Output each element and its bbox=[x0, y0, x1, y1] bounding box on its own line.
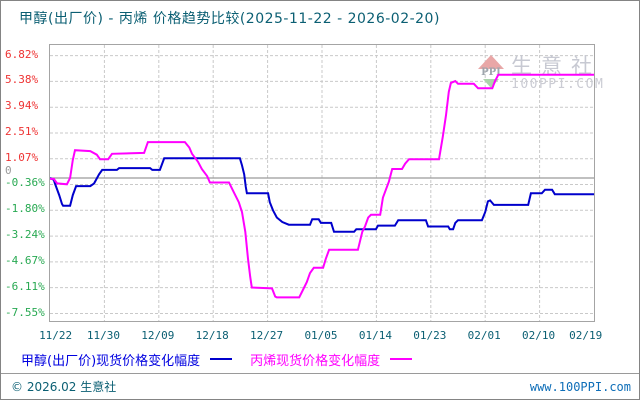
x-axis-label: 12/27 bbox=[250, 329, 284, 342]
chart-title: 甲醇(出厂价) - 丙烯 价格趋势比较(2025-11-22 - 2026-02… bbox=[19, 11, 440, 27]
y-axis-zero-label: 0 bbox=[5, 164, 12, 177]
gridlines-layer bbox=[50, 45, 594, 321]
watermark: PPI 生意社 100PPI.COM bbox=[478, 55, 604, 92]
legend-line-methanol bbox=[210, 358, 233, 360]
x-axis-label: 01/14 bbox=[358, 329, 392, 342]
y-axis-label: -0.36% bbox=[5, 176, 45, 190]
legend-item-methanol: 甲醇(出厂价)现货价格变化幅度 bbox=[21, 350, 233, 369]
y-axis-label: 1.07% bbox=[5, 150, 39, 164]
y-axis-label: -4.67% bbox=[5, 253, 45, 267]
x-axis-label: 01/05 bbox=[304, 329, 338, 342]
x-axis-label: 11/22 bbox=[39, 329, 73, 342]
house-logo-icon: PPI bbox=[478, 55, 504, 89]
legend-label-propylene: 丙烯现货价格变化幅度 bbox=[250, 353, 381, 369]
watermark-site: 100PPI.COM bbox=[511, 77, 605, 92]
watermark-text: 生意社 100PPI.COM bbox=[511, 55, 604, 92]
y-axis-label: 2.51% bbox=[5, 124, 39, 138]
y-axis-label: 5.38% bbox=[5, 73, 39, 87]
y-axis-label: -6.11% bbox=[5, 279, 45, 293]
x-axis-label: 11/30 bbox=[86, 329, 120, 342]
copyright-text: © 2026.02 生意社 bbox=[11, 380, 117, 394]
legend-item-propylene: 丙烯现货价格变化幅度 bbox=[250, 350, 413, 369]
series-line-methanol bbox=[50, 157, 594, 233]
logo-roof-icon bbox=[478, 55, 504, 69]
logo-ppi-text: PPI bbox=[481, 67, 501, 78]
x-axis-label: 12/18 bbox=[195, 329, 229, 342]
watermark-brand: 生意社 bbox=[511, 54, 601, 78]
y-axis-label: 3.94% bbox=[5, 99, 39, 113]
series-lines-layer bbox=[50, 73, 594, 299]
legend-line-propylene bbox=[390, 358, 413, 360]
x-axis-label: 02/19 bbox=[569, 329, 603, 342]
x-axis-label: 02/01 bbox=[467, 329, 501, 342]
footer-bar: © 2026.02 生意社 www.100PPI.com bbox=[1, 373, 639, 399]
logo-base-icon bbox=[483, 79, 499, 88]
legend-label-methanol: 甲醇(出厂价)现货价格变化幅度 bbox=[21, 353, 201, 369]
series-line-propylene bbox=[50, 73, 594, 299]
site-url-link[interactable]: www.100PPI.com bbox=[529, 379, 631, 394]
y-axis-label: -7.55% bbox=[5, 305, 45, 319]
plot-area: PPI 生意社 100PPI.COM bbox=[49, 44, 603, 322]
x-axis-label: 01/23 bbox=[413, 329, 447, 342]
legend: 甲醇(出厂价)现货价格变化幅度 丙烯现货价格变化幅度 bbox=[21, 349, 430, 369]
x-axis-label: 12/09 bbox=[141, 329, 175, 342]
y-axis-label: -1.80% bbox=[5, 202, 45, 216]
y-axis-label: -3.24% bbox=[5, 228, 45, 242]
y-axis-label: 6.82% bbox=[5, 47, 39, 61]
x-axis-label: 02/10 bbox=[522, 329, 556, 342]
